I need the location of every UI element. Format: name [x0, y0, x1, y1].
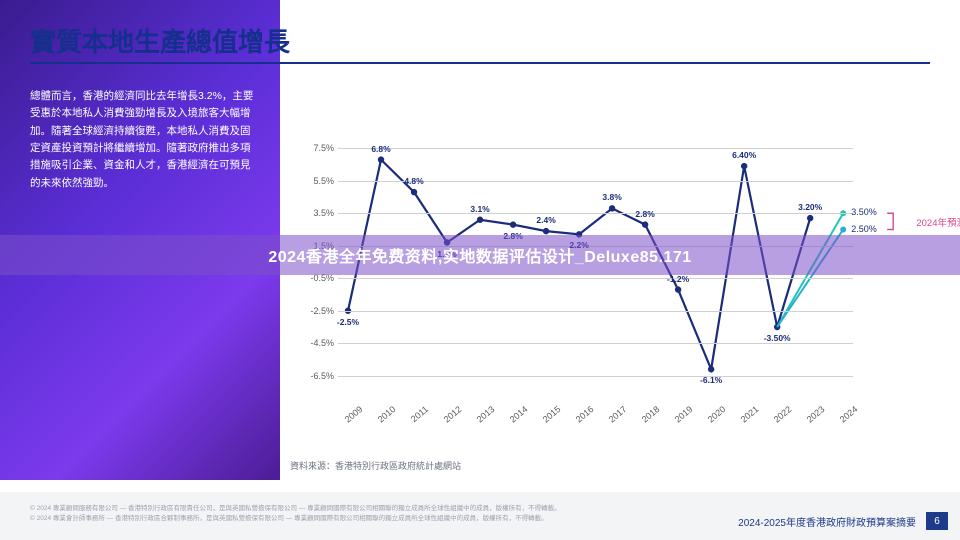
x-tick: 2023: [805, 404, 827, 425]
y-tick: -6.5%: [296, 371, 334, 381]
footer-right: 2024-2025年度香港政府財政預算案摘要 6: [738, 512, 948, 530]
watermark-overlay: 2024香港全年免费资料,实地数据评估设计_Deluxe85.171: [0, 235, 960, 275]
gdp-growth-chart: -6.5%-4.5%-2.5%-0.5%1.5%3.5%5.5%7.5%2009…: [290, 120, 915, 440]
y-tick: -4.5%: [296, 338, 334, 348]
data-label: -1.2%: [667, 274, 689, 284]
data-label: 3.1%: [470, 204, 489, 214]
page-number: 6: [926, 512, 948, 530]
x-tick: 2021: [739, 404, 761, 425]
data-label: -3.50%: [764, 333, 791, 343]
data-label: 6.40%: [732, 150, 756, 160]
forecast-annotation: 2024年預測幅度: [916, 215, 960, 229]
x-tick: 2013: [475, 404, 497, 425]
y-tick: -2.5%: [296, 306, 334, 316]
x-tick: 2024: [838, 404, 860, 425]
footer: © 2024 專業顧問服務有限公司 — 香港特別行政區有限責任公司，是與英國私營…: [0, 492, 960, 540]
x-tick: 2009: [343, 404, 365, 425]
x-tick: 2018: [640, 404, 662, 425]
y-tick: 7.5%: [296, 143, 334, 153]
x-tick: 2022: [772, 404, 794, 425]
data-label: 2.8%: [635, 209, 654, 219]
x-tick: 2017: [607, 404, 629, 425]
watermark-text: 2024香港全年免费资料,实地数据评估设计_Deluxe85.171: [268, 243, 691, 267]
x-tick: 2014: [508, 404, 530, 425]
title-underline: [30, 62, 930, 64]
data-label: 3.20%: [798, 202, 822, 212]
source-text: 資料來源：香港特別行政區政府統計處網站: [290, 459, 461, 472]
footer-line-2: © 2024 專業會計師事務所 — 香港特別行政區合夥制事務所，是與英國私營擔保…: [30, 514, 561, 524]
y-tick: 5.5%: [296, 176, 334, 186]
footer-title: 2024-2025年度香港政府財政預算案摘要: [738, 514, 916, 529]
data-label: 6.8%: [371, 144, 390, 154]
x-tick: 2019: [673, 404, 695, 425]
page-title: 實質本地生產總值增長: [30, 22, 290, 59]
x-tick: 2010: [376, 404, 398, 425]
x-tick: 2015: [541, 404, 563, 425]
data-label: 3.8%: [602, 192, 621, 202]
x-tick: 2016: [574, 404, 596, 425]
forecast-label: 2.50%: [851, 224, 877, 234]
y-tick: 3.5%: [296, 208, 334, 218]
x-tick: 2012: [442, 404, 464, 425]
footer-line-1: © 2024 專業顧問服務有限公司 — 香港特別行政區有限責任公司，是與英國私營…: [30, 504, 561, 514]
slide: 實質本地生產總值增長 總體而言，香港的經濟同比去年增長3.2%，主要受惠於本地私…: [0, 0, 960, 540]
x-tick: 2011: [409, 404, 430, 424]
data-label: -6.1%: [700, 375, 722, 385]
description-text: 總體而言，香港的經濟同比去年增長3.2%，主要受惠於本地私人消費強勁增長及入境旅…: [30, 88, 255, 192]
data-label: 4.8%: [404, 176, 423, 186]
forecast-label: 3.50%: [851, 207, 877, 217]
x-tick: 2020: [706, 404, 728, 425]
data-label: -2.5%: [337, 317, 359, 327]
data-label: 2.4%: [536, 215, 555, 225]
footer-copyright: © 2024 專業顧問服務有限公司 — 香港特別行政區有限責任公司，是與英國私營…: [30, 504, 561, 524]
